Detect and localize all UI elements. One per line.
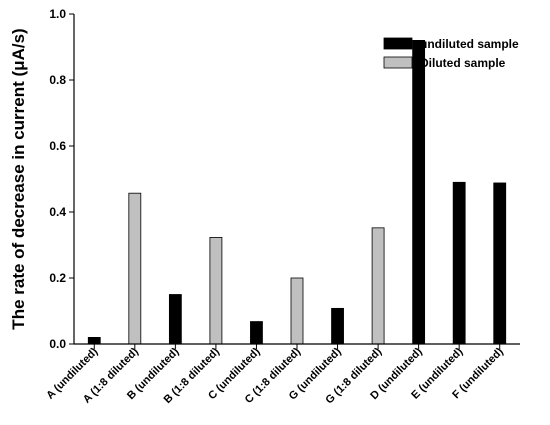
bars-group [87,40,507,345]
bar-undiluted [331,307,344,345]
bar-undiluted [493,182,507,345]
bar-diluted [209,237,223,345]
y-axis-title: The rate of decrease in current (μA/s) [9,28,28,329]
bar-undiluted [87,336,101,345]
legend-swatch [383,37,413,50]
bar-undiluted [168,294,182,345]
bar-diluted [290,277,304,345]
legend: undiluted sample Diluted sample [383,37,519,70]
y-tick-label: 0.6 [49,139,66,153]
y-tick-label: 1.0 [49,7,66,21]
y-ticks-group: 0.0 0.2 0.4 0.6 0.8 1.0 [49,7,74,351]
y-tick-label: 0.0 [49,337,66,351]
y-tick-label: 0.8 [49,73,66,87]
x-ticks-group: A (undiluted)A (1:8 diluted)B (undiluted… [44,344,506,406]
bar-diluted [128,192,142,345]
legend-label: Diluted sample [420,56,506,70]
y-tick-label: 0.4 [49,205,66,219]
bar-undiluted [412,40,426,345]
legend-label: undiluted sample [420,37,519,51]
bar-undiluted [250,321,263,345]
bar-diluted [371,227,385,345]
y-tick-label: 0.2 [49,271,66,285]
legend-swatch [383,56,413,69]
bar-undiluted [452,181,466,345]
